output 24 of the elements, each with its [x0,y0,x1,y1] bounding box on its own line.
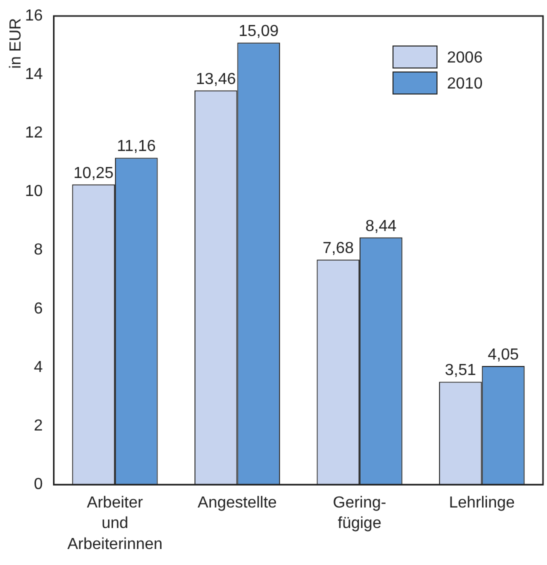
data-label: 8,44 [365,218,397,235]
x-tick-label: Arbeiter und Arbeiterinnen [67,494,163,554]
y-tick-label: 14 [25,66,43,83]
x-tick-label: Lehrlinge [448,494,515,512]
x-tick-label: Angestellte [198,494,277,512]
y-tick-label: 0 [34,476,43,494]
data-label: 13,46 [196,70,236,88]
data-label: 15,09 [238,23,279,40]
y-tick-label: 2 [34,417,43,434]
y-tick-label: 10 [25,183,43,200]
y-tick-label: 8 [34,242,43,259]
y-axis-title: in EUR [7,18,24,69]
y-tick-label: 4 [34,358,43,376]
y-tick-label: 6 [34,300,43,318]
x-tick-label: Gering- fügige [332,494,386,532]
data-label: 7,68 [322,240,354,258]
data-label: 11,16 [116,138,156,156]
y-tick-label: 12 [25,124,43,142]
data-label: 3,51 [444,362,476,380]
y-tick-label: 16 [25,7,43,24]
legend-label: 2006 [447,49,483,66]
data-label: 4,05 [488,346,519,364]
legend-label: 2010 [447,75,483,92]
data-label: 10,25 [74,164,114,182]
